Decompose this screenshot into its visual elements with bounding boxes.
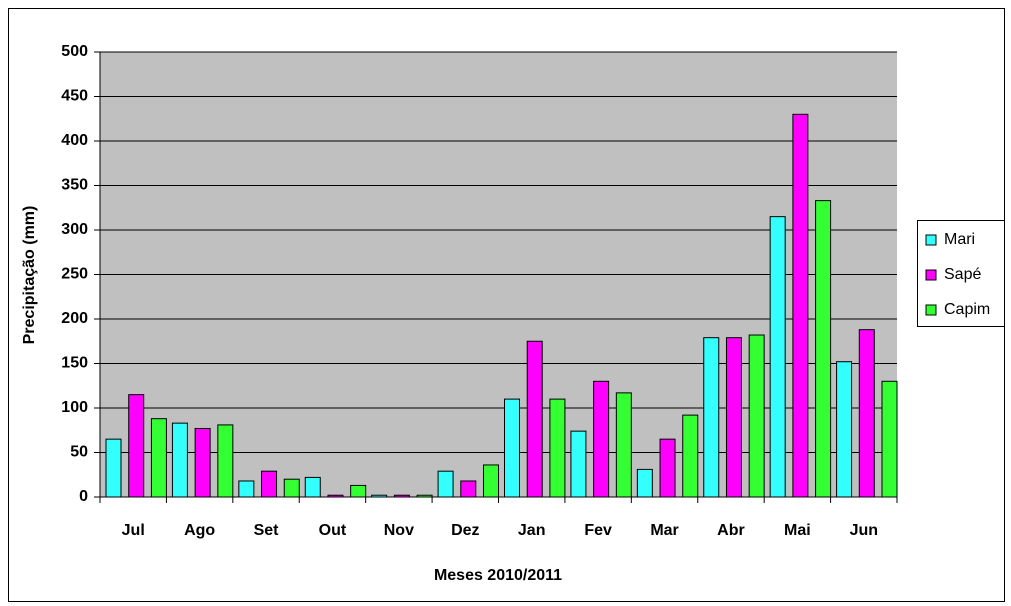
bar <box>460 480 477 498</box>
bar <box>416 494 433 498</box>
y-tick-label: 350 <box>61 177 88 194</box>
bar <box>748 334 765 498</box>
x-tick-label: Fev <box>584 522 612 539</box>
legend-label: Sapé <box>944 266 981 283</box>
y-tick-label: 450 <box>61 88 88 105</box>
bar <box>327 494 344 498</box>
x-tick-label: Jul <box>122 522 145 539</box>
x-axis-title: Meses 2010/2011 <box>434 567 562 584</box>
y-axis-title: Precipitação (mm) <box>21 206 38 345</box>
x-tick-label: Ago <box>184 522 215 539</box>
legend-swatch <box>925 234 937 246</box>
bar <box>858 329 875 498</box>
x-tick-label: Dez <box>451 522 479 539</box>
bar <box>725 337 742 498</box>
bar <box>815 200 832 498</box>
legend-swatch <box>925 269 937 281</box>
bar <box>549 398 566 498</box>
y-tick-label: 500 <box>61 43 88 60</box>
bar <box>217 424 234 498</box>
legend-swatch <box>925 304 937 316</box>
bar <box>238 480 255 498</box>
bar <box>792 113 809 498</box>
bar <box>636 468 653 498</box>
x-tick-label: Mai <box>784 522 811 539</box>
bar <box>437 470 454 498</box>
bar <box>769 216 786 498</box>
x-tick-label: Mar <box>650 522 678 539</box>
y-tick-label: 400 <box>61 132 88 149</box>
x-tick-label: Jun <box>850 522 878 539</box>
bar <box>504 398 520 498</box>
bar <box>570 430 587 498</box>
x-tick-label: Jan <box>518 522 546 539</box>
bar <box>393 494 410 498</box>
x-tick-label: Abr <box>717 522 745 539</box>
bar <box>105 438 122 498</box>
bar <box>682 414 699 498</box>
bar <box>483 464 499 498</box>
y-tick-label: 50 <box>70 444 88 461</box>
y-tick-label: 250 <box>61 266 88 283</box>
bar <box>881 380 898 498</box>
legend-label: Mari <box>944 231 975 248</box>
bar <box>526 340 543 498</box>
x-tick-label: Nov <box>384 522 414 539</box>
y-tick-label: 300 <box>61 221 88 238</box>
bar <box>350 484 367 498</box>
bar <box>304 476 321 498</box>
bar <box>171 422 188 498</box>
y-tick-label: 0 <box>79 488 88 505</box>
bar <box>659 438 676 498</box>
x-tick-label: Out <box>319 522 347 539</box>
bar <box>836 361 853 498</box>
y-tick-label: 200 <box>61 310 88 327</box>
y-tick-label: 150 <box>61 355 88 372</box>
bar <box>615 392 632 498</box>
bar <box>261 470 278 498</box>
bar <box>371 494 388 498</box>
x-tick-label: Set <box>254 522 280 539</box>
bar <box>128 394 145 498</box>
y-tick-label: 100 <box>61 399 88 416</box>
bar <box>194 427 211 498</box>
legend-label: Capim <box>944 301 990 318</box>
bar <box>703 337 720 498</box>
bar <box>593 380 610 498</box>
bar <box>283 478 300 498</box>
bar <box>150 418 167 498</box>
